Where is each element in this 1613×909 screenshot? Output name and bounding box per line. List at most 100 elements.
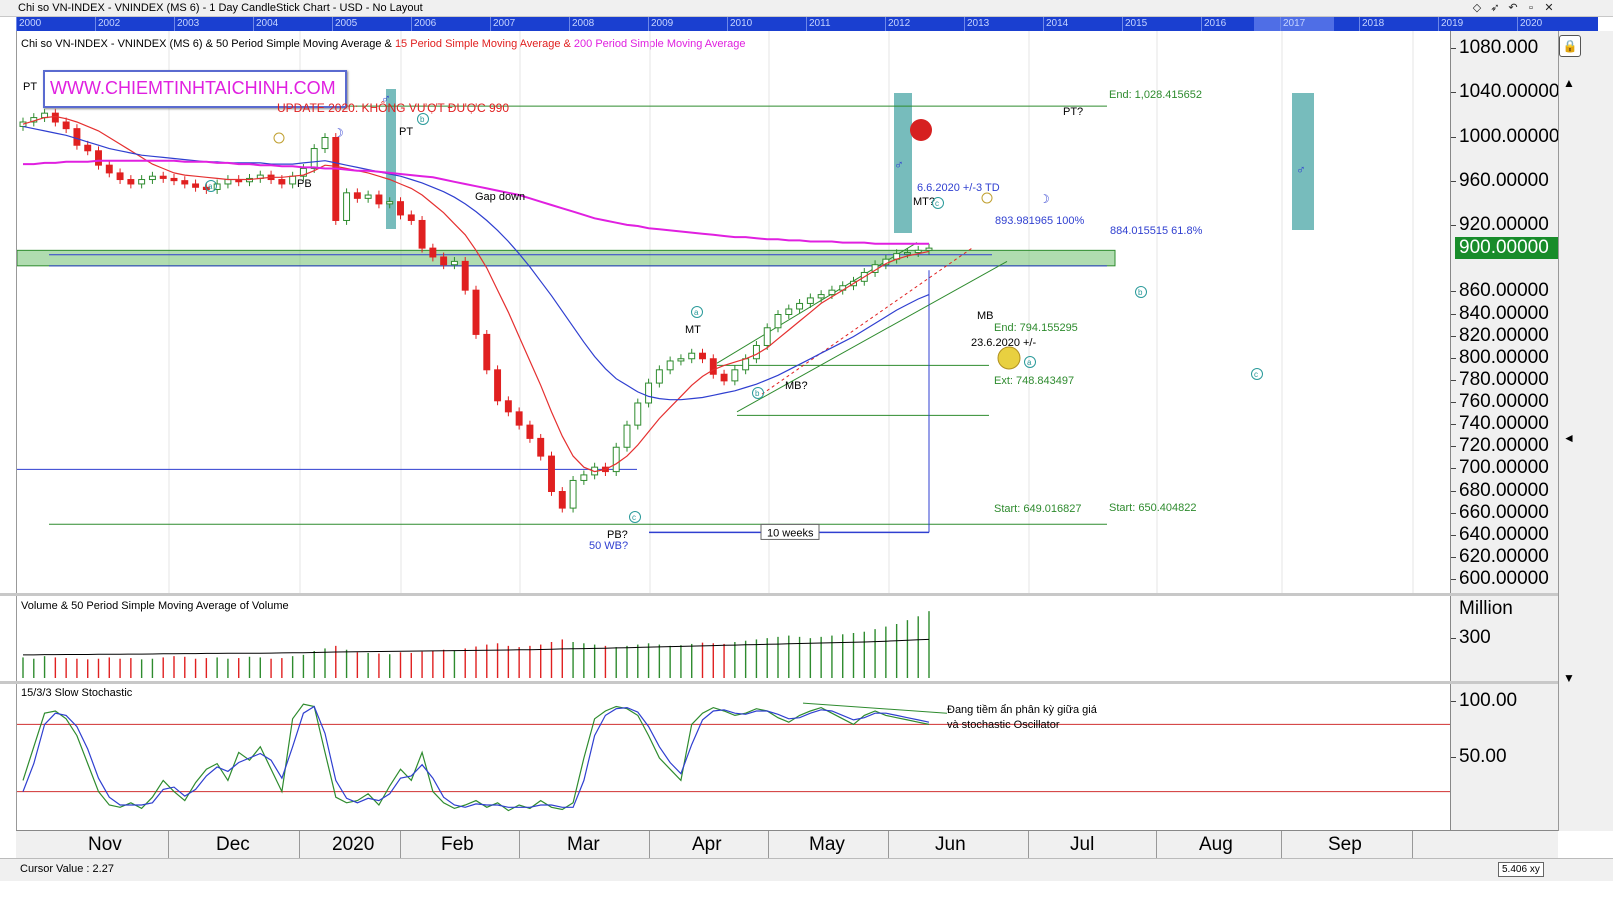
channel-mid-dashed [761,247,973,395]
volume-chart-canvas[interactable] [17,596,1451,681]
year-label-2008[interactable]: 2008 [569,17,648,31]
year-label-2004[interactable]: 2004 [253,17,332,31]
stochastic-chart-canvas[interactable] [17,684,1451,830]
close-icon[interactable]: ✕ [1544,2,1554,14]
volume-panel[interactable]: Volume & 50 Period Simple Moving Average… [16,596,1451,681]
candle-body [138,179,146,185]
candle-body [763,327,771,346]
pin-icon[interactable]: ➶ [1490,2,1500,14]
year-navigator[interactable]: 2000 2002 2003 2004 2005 2006 2007 2008 2009 2010… [16,17,1598,31]
price-tick [1451,424,1456,426]
annotation-label: MB [977,310,994,322]
year-strip-highlight [1254,17,1334,31]
year-label-2010[interactable]: 2010 [727,17,806,31]
time-axis-separator [649,831,650,859]
maximize-icon[interactable]: ▫ [1529,2,1533,14]
year-label-2007[interactable]: 2007 [490,17,569,31]
year-label-2013[interactable]: 2013 [964,17,1043,31]
time-axis[interactable]: Nov Dec 2020 Feb Mar Apr May Jun Jul Aug Sep [16,830,1558,859]
time-axis-separator [400,831,401,859]
time-axis-separator [299,831,300,859]
time-axis-label: May [809,834,845,855]
price-tick [1451,446,1456,448]
price-tick [1451,92,1456,94]
mars-icon: ♂ [1296,162,1306,177]
price-chart-canvas[interactable]: PT PB PT Gap down MT MB? MT? MB PT? PB?50 WB? 6.6.… [17,31,1451,593]
candle-body [213,183,221,190]
annotation-label: MB? [785,380,808,392]
scroll-up-icon[interactable]: ▲ [1563,76,1575,90]
candle-body [699,352,706,360]
wave-marker [691,306,703,318]
year-label-2012[interactable]: 2012 [885,17,964,31]
price-tick [1451,291,1456,293]
price-tick-label: 960.00000 [1459,169,1549,191]
year-label-2003[interactable]: 2003 [174,17,253,31]
year-label-2009[interactable]: 2009 [648,17,727,31]
volume-panel-header: Volume & 50 Period Simple Moving Average… [21,600,289,612]
year-label-2019[interactable]: 2019 [1438,17,1517,31]
candle-body [192,183,200,188]
price-tick [1451,512,1456,514]
diamond-icon[interactable]: ◇ [1472,2,1482,14]
price-tick-label: 600.00000 [1459,568,1549,589]
year-label-2000[interactable]: 2000 [16,17,95,31]
watermark-box: WWW.CHIEMTINHTAICHINH.COM [43,70,347,108]
candle-body [62,121,70,130]
candle-body [429,247,437,258]
price-tick [1451,468,1456,470]
panel-separator[interactable] [0,681,1558,684]
candle-body [483,333,491,371]
wave-marker-letter: a [208,182,213,191]
cursor-value: Cursor Value : 2.27 [20,863,114,875]
candle-body [612,446,620,473]
candle-body [709,358,717,375]
year-label-2011[interactable]: 2011 [806,17,885,31]
year-label-2006[interactable]: 2006 [411,17,490,31]
candle-body [472,289,480,335]
wave-marker-letter: b [420,115,425,124]
annotation-label: PB [297,178,312,190]
year-label-2014[interactable]: 2014 [1043,17,1122,31]
candle-body [407,214,415,221]
candle-body [558,491,566,509]
time-axis-label: Mar [567,834,600,855]
annotation-label: 884.015515 61.8% [1110,225,1203,237]
price-axis[interactable]: 1080.000 1040.00000 1000.00000 960.00000 920… [1450,31,1559,593]
zoom-box[interactable]: 5.406 xy [1498,862,1544,877]
volume-axis[interactable]: Million 300 [1450,596,1559,681]
candle-body [752,344,760,360]
year-label-2015[interactable]: 2015 [1122,17,1201,31]
annotation-label: MT? [913,196,935,208]
wave-marker-letter: b [1138,288,1143,297]
year-label-2005[interactable]: 2005 [332,17,411,31]
price-tick-label: 1040.00000 [1459,81,1560,103]
scroll-left-icon[interactable]: ◄ [1563,431,1575,445]
annotation-label: Start: 650.404822 [1109,502,1196,514]
wave-marker [1024,356,1036,368]
year-label-2002[interactable]: 2002 [95,17,174,31]
annotation-label: 50 WB? [589,540,628,552]
panel-separator[interactable] [0,593,1558,596]
time-axis-separator [168,831,169,859]
lock-icon[interactable]: 🔒 [1559,35,1581,57]
price-tick-label: 1080.000 [1459,37,1539,58]
candle-body [494,369,502,402]
scroll-down-icon[interactable]: ▼ [1563,671,1575,685]
year-label-2020[interactable]: 2020 [1517,17,1596,31]
price-tick [1451,490,1456,492]
annotation-label: 23.6.2020 +/- [971,337,1036,349]
price-panel[interactable]: Chi so VN-INDEX - VNINDEX (MS 6) & 50 Pe… [16,31,1451,593]
volume-tick-label: 300 [1459,627,1491,649]
wave-marker [932,197,944,209]
stochastic-axis[interactable]: 100.00 50.00 [1450,684,1559,830]
candle-body [310,148,318,169]
year-label-2017[interactable]: 2017 [1280,17,1359,31]
candle-body [569,479,577,509]
candle-body [580,474,588,481]
price-tick [1451,534,1456,536]
year-label-2016[interactable]: 2016 [1201,17,1280,31]
history-icon[interactable]: ↶ [1508,2,1518,14]
stochastic-panel[interactable]: 15/3/3 Slow Stochastic Đang tiềm ẩn phân… [16,684,1451,830]
year-label-2018[interactable]: 2018 [1359,17,1438,31]
